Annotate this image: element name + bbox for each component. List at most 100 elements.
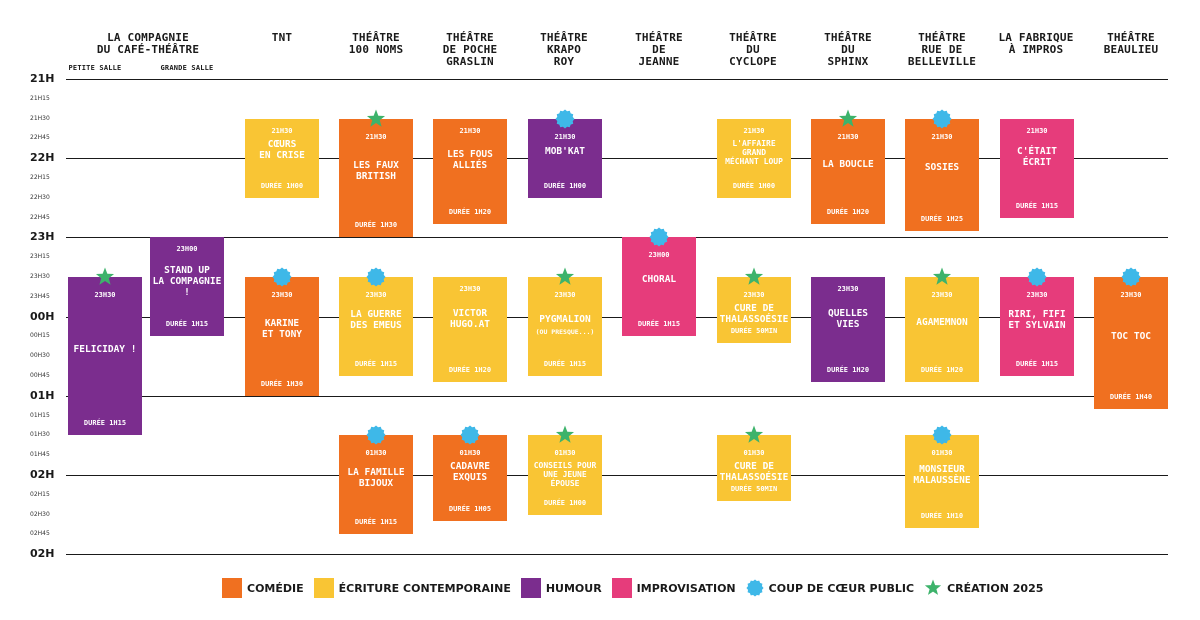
coup-de-coeur-icon [366,425,386,445]
venue-header: THÉÂTRE DE POCHE GRASLIN [442,31,498,68]
show-title: LES FOUS ALLIÉS [447,149,493,172]
quarter-label: 02H30 [30,510,50,518]
legend-swatch-ecriture [313,578,334,598]
coup-de-coeur-icon [272,267,292,287]
show-block[interactable]: 23H30 CURE DE THALASSOÉSIE DURÉE 50MIN [717,277,791,343]
show-time: 23H30 [459,285,481,293]
show-duration: DURÉE 1H20 [920,366,964,375]
hour-label: 02H [30,547,55,561]
show-duration: DURÉE 1H30 [260,379,304,388]
legend-comedie: COMÉDIE [222,578,304,598]
show-duration: DURÉE 1H25 [920,215,964,224]
star-icon [555,425,575,444]
show-duration: DURÉE 1H15 [354,518,398,527]
show-title: CURE DE THALASSOÉSIE [719,461,789,484]
legend-ecriture: ÉCRITURE CONTEMPORAINE [313,578,511,598]
coup-de-coeur-icon [1027,267,1047,287]
subvenue-label: PETITE SALLE [68,64,122,72]
show-block[interactable]: 01H30 CADAVRE EXQUIS DURÉE 1H05 [433,435,507,521]
show-block[interactable]: 23H30 RIRI, FIFI ET SYLVAIN DURÉE 1H15 [1000,277,1074,376]
coup-de-coeur-icon [932,425,952,445]
show-block[interactable]: 21H30 CŒURS EN CRISE DURÉE 1H00 [245,118,319,198]
show-block[interactable]: 23H30 AGAMEMNON DURÉE 1H20 [905,277,979,383]
hour-line [66,475,1168,476]
show-block[interactable]: 21H30 C'ÉTAIT ÉCRIT DURÉE 1H15 [1000,118,1074,218]
show-duration: DURÉE 50MIN [730,485,778,494]
show-title: STAND UP LA COMPAGNIE ! [152,264,222,298]
show-subtitle: (OU PRESQUE...) [535,328,595,336]
hour-label: 23H [30,230,55,244]
show-block[interactable]: 23H30 TOC TOC DURÉE 1H40 [1094,277,1168,410]
show-time: 23H30 [1120,291,1142,299]
show-title: RIRI, FIFI ET SYLVAIN [1008,308,1066,331]
star-icon [95,267,115,285]
show-time: 21H30 [459,126,481,135]
star-icon [744,267,764,285]
coup-de-coeur-icon [555,109,575,129]
show-duration: DURÉE 1H15 [83,419,127,428]
show-block[interactable]: 23H00 STAND UP LA COMPAGNIE ! DURÉE 1H15 [150,237,224,337]
show-block[interactable]: 23H30 LA GUERRE DES EMEUS DURÉE 1H15 [339,277,413,376]
show-time: 21H30 [931,132,953,141]
show-time: 23H30 [271,291,293,299]
venue-header: THÉÂTRE 100 NOMS [348,31,404,56]
show-block[interactable]: 01H30 CONSEILS POUR UNE JEUNE ÉPOUSE DURÉE… [528,435,602,515]
venue-header: THÉÂTRE DU CYCLOPE [729,31,777,68]
hour-label: 00H [30,309,55,323]
hour-line [66,237,1168,239]
show-duration: DURÉE 1H00 [543,498,587,507]
show-title: CŒURS EN CRISE [259,138,305,161]
hour-line [66,554,1168,556]
quarter-label: 23H15 [30,253,50,261]
show-title: KARINE ET TONY [261,318,303,341]
show-time: 21H30 [271,126,293,135]
show-block[interactable]: 23H00 CHORAL DURÉE 1H15 [622,237,696,337]
show-time: 23H00 [176,245,198,254]
show-duration: DURÉE 1H15 [1015,201,1059,210]
venue-header: LA FABRIQUE À IMPROS [998,31,1074,56]
quarter-label: 21H15 [30,94,50,102]
star-icon [555,267,575,285]
show-block[interactable]: 21H30 LES FOUS ALLIÉS DURÉE 1H20 [433,118,507,224]
hour-label: 22H [30,151,55,165]
legend-swatch-comedie [222,578,242,598]
show-title: TOC TOC [1110,330,1152,342]
venue-header: THÉÂTRE RUE DE BELLEVILLE [907,31,977,68]
hour-line [66,395,1168,397]
show-block[interactable]: 23H30 KARINE ET TONY DURÉE 1H30 [245,277,319,396]
coup-de-coeur-icon [1121,267,1141,287]
show-block[interactable]: 21H30 MOB'KAT DURÉE 1H00 [528,118,602,198]
show-title: L'AFFAIRE GRAND MÉCHANT LOUP [725,138,783,166]
star-icon [932,267,952,285]
show-time: 21H30 [837,132,859,141]
show-block[interactable]: 23H30 VICTOR HUGO.AT DURÉE 1H20 [433,277,507,383]
show-title: CONSEILS POUR UNE JEUNE ÉPOUSE [533,461,597,489]
show-block[interactable]: 23H30 QUELLES VIES DURÉE 1H20 [811,277,885,383]
coup-de-coeur-icon [746,579,764,597]
show-time: 21H30 [1026,126,1048,135]
show-block[interactable]: 21H30 SOSIES DURÉE 1H25 [905,118,979,232]
coup-de-coeur-icon [932,109,952,129]
venue-header: LA COMPAGNIE DU CAFÉ-THÉÂTRE [96,31,200,56]
show-block[interactable]: 21H30 LES FAUX BRITISH DURÉE 1H30 [339,118,413,238]
quarter-label: 00H30 [30,352,50,360]
show-time: 23H30 [837,285,859,293]
show-duration: DURÉE 1H40 [1109,393,1153,402]
quarter-label: 01H15 [30,411,50,419]
quarter-label: 23H30 [30,273,50,280]
quarter-label: 22H30 [30,193,50,201]
show-block[interactable]: 21H30 LA BOUCLE DURÉE 1H20 [811,118,885,224]
legend-swatch-impro [611,578,632,598]
show-title: QUELLES VIES [827,307,869,330]
quarter-label: 22H45 [30,213,50,221]
show-block[interactable]: 01H30 MONSIEUR MALAUSSÈNE DURÉE 1H10 [905,435,979,529]
show-block[interactable]: 23H30 FELICIDAY ! DURÉE 1H15 [68,277,142,436]
quarter-label: 22H15 [30,174,50,181]
show-title: MONSIEUR MALAUSSÈNE [913,463,971,486]
star-icon [366,109,386,127]
show-block[interactable]: 01H30 CURE DE THALASSOÉSIE DURÉE 50MIN [717,435,791,502]
show-block[interactable]: 21H30 L'AFFAIRE GRAND MÉCHANT LOUP DURÉE 1… [717,118,791,198]
show-block[interactable]: 01H30 LA FAMILLE BIJOUX DURÉE 1H15 [339,435,413,535]
show-title: MOB'KAT [544,145,586,157]
show-block[interactable]: 23H30 PYGMALION (OU PRESQUE...) DURÉE 1H15 [528,277,602,376]
